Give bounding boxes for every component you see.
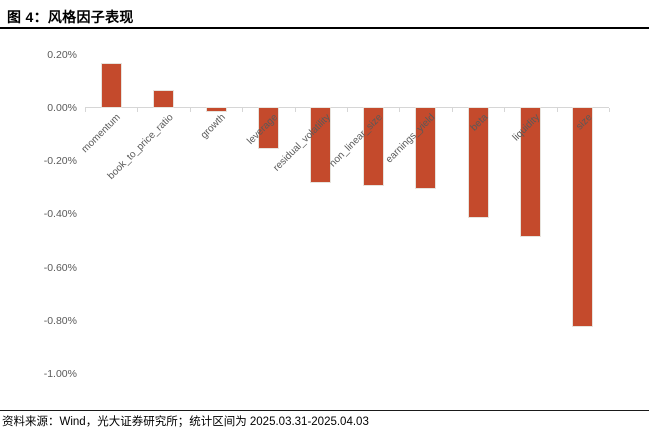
bar-book_to_price_ratio — [153, 90, 174, 108]
data-source-note: 资料来源：Wind，光大证券研究所；统计区间为 2025.03.31-2025.… — [2, 416, 369, 428]
x-axis-tick-mark — [504, 108, 505, 112]
bar-size — [572, 106, 593, 328]
y-axis-tick-label: -0.80% — [43, 314, 77, 327]
x-axis-tick-mark — [190, 108, 191, 112]
x-axis-tick-mark — [85, 108, 86, 112]
figure-title: 图 4：风格因子表现 — [7, 9, 134, 25]
x-axis-tick-mark — [295, 108, 296, 112]
title-divider-line — [0, 27, 649, 29]
x-axis-tick-mark — [452, 108, 453, 112]
x-axis-tick-mark — [137, 108, 138, 112]
y-axis-tick-label: -0.20% — [43, 155, 77, 168]
bar-residual_volatility — [310, 106, 331, 184]
footer-divider-line — [0, 410, 649, 411]
x-axis-tick-mark — [347, 108, 348, 112]
y-axis-tick-label: -0.60% — [43, 261, 77, 274]
bar-leverage — [258, 107, 279, 149]
bar-beta — [468, 106, 489, 219]
y-axis-tick-label: 0.00% — [47, 102, 77, 114]
bar-non_linear_size — [363, 106, 384, 187]
x-axis-tick-mark — [557, 108, 558, 112]
x-axis-tick-mark — [399, 108, 400, 112]
x-axis-tick-mark — [242, 108, 243, 112]
x-axis-line — [85, 107, 609, 108]
bar-momentum — [101, 63, 122, 108]
bar-growth — [206, 107, 227, 112]
chart-area: 0.20% 0.00% -0.20% -0.40% -0.60% -0.80% -1.00%… — [0, 30, 649, 405]
bar-earnings_yield — [415, 107, 436, 189]
bar-liquidity — [520, 107, 541, 237]
x-axis-tick-mark — [609, 108, 610, 112]
y-axis-tick-label: 0.20% — [47, 48, 77, 61]
category-label-text: momentum — [79, 112, 123, 156]
y-axis-tick-label: -1.00% — [43, 368, 77, 380]
category-label-text: growth — [198, 112, 228, 142]
y-axis-tick-label: -0.40% — [43, 208, 77, 221]
